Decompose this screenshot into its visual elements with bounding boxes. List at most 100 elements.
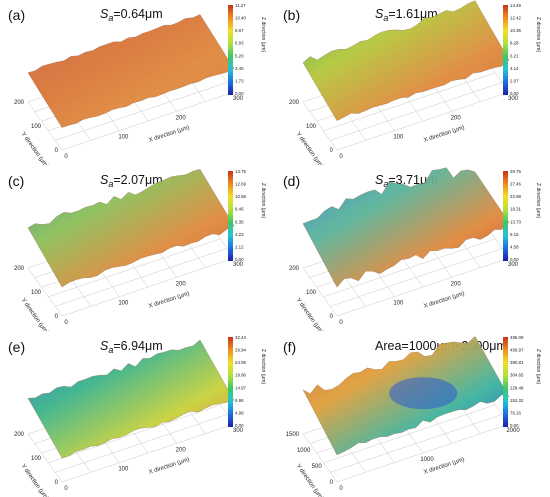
colorbar-tick: 0.00: [235, 257, 244, 262]
x-tick-label: 200: [451, 281, 462, 287]
y-tick-label: 0: [330, 314, 334, 320]
colorbar-tick: 0.00: [510, 257, 519, 262]
colorbar-label: Z direction (μm): [535, 349, 541, 384]
colorbar-label: Z direction (μm): [260, 17, 266, 52]
colorbar-tick: 32.44: [235, 335, 247, 340]
colorbar-tick: 10.35: [510, 28, 522, 33]
colorbar-tick: 380.81: [510, 360, 524, 365]
colorbar-tick: 228.48: [510, 385, 524, 390]
x-axis-label: X direction (μm): [423, 125, 465, 144]
y-axis-label: Y direction (μm): [20, 131, 49, 165]
colorbar-tick: 9.98: [235, 398, 244, 403]
x-tick-label: 300: [233, 262, 244, 268]
x-tick-label: 100: [393, 301, 404, 307]
colorbar: [503, 5, 508, 95]
colorbar-tick: 8.46: [235, 207, 244, 212]
colorbar-tick: 12.42: [510, 16, 522, 21]
x-axis-label: X direction (μm): [423, 291, 465, 310]
panel-title: Sa=6.94μm: [100, 339, 163, 355]
colorbar-tick: 8.28: [510, 41, 519, 46]
colorbar-tick: 11.27: [235, 3, 246, 8]
colorbar-tick: 0.00: [510, 423, 519, 428]
surface-topography: [27, 339, 235, 459]
x-tick-label: 0: [64, 486, 68, 492]
x-tick-label: 0: [339, 154, 343, 160]
colorbar-label: Z direction (μm): [535, 183, 541, 218]
y-tick-label: 100: [31, 456, 42, 462]
colorbar-tick: 4.99: [235, 410, 244, 415]
colorbar-tick: 27.46: [510, 182, 522, 187]
colorbar: [228, 337, 233, 427]
x-axis-label: X direction (μm): [148, 291, 190, 310]
x-tick-label: 200: [176, 447, 187, 453]
panel-label: (f): [283, 339, 296, 355]
panel-c: (c) Sa=2.07μm 0 100 200 300 0 100 200 X direction…: [0, 166, 275, 331]
y-axis-label: Y direction (μm): [295, 297, 324, 331]
panel-label: (a): [8, 7, 25, 23]
x-tick-label: 300: [508, 96, 519, 102]
colorbar-tick: 9.15: [510, 232, 519, 237]
x-tick-label: 0: [339, 320, 343, 326]
colorbar-tick: 1.73: [235, 78, 244, 83]
surface-plot-svg: (e) Sa=6.94μm 0 100 200 300 0 100 200 X direction…: [8, 335, 266, 497]
colorbar-tick: 456.97: [510, 348, 524, 353]
colorbar-tick: 13.49: [510, 3, 522, 8]
surface-plot-svg: (a) Sa=0.64μm 0 100 200 300 0 100 200 X direction…: [8, 3, 266, 165]
colorbar-tick: 24.95: [235, 360, 247, 365]
panel-label: (c): [8, 173, 24, 189]
colorbar-tick: 304.65: [510, 373, 524, 378]
y-tick-label: 100: [306, 124, 317, 130]
x-tick-label: 0: [339, 486, 343, 492]
colorbar: [503, 171, 508, 261]
colorbar-tick: 76.16: [510, 410, 522, 415]
panel-a: (a) Sa=0.64μm 0 100 200 300 0 100 200 X direction…: [0, 0, 275, 165]
colorbar-tick: 13.73: [510, 219, 522, 224]
y-tick-label: 100: [31, 290, 42, 296]
surface-plot-svg: (f)Area=1000μm×2000μm0100020000500100015…: [283, 335, 541, 497]
colorbar-tick: 495.09: [510, 335, 524, 340]
y-tick-label: 200: [14, 432, 25, 438]
y-tick-label: 200: [14, 266, 25, 272]
colorbar-tick: 4.58: [510, 244, 519, 249]
colorbar: [228, 5, 233, 95]
colorbar-tick: 6.93: [235, 41, 244, 46]
y-tick-label: 0: [55, 148, 59, 154]
x-tick-label: 300: [508, 262, 519, 268]
y-tick-label: 0: [330, 148, 334, 154]
y-tick-label: 100: [306, 290, 317, 296]
surface-topography: [302, 167, 510, 288]
surface-plot-svg: (c) Sa=2.07μm 0 100 200 300 0 100 200 X direction…: [8, 169, 266, 331]
colorbar-tick: 0.00: [510, 91, 519, 96]
surface-topography: [302, 0, 510, 121]
y-tick-label: 0: [55, 480, 59, 486]
y-tick-label: 1500: [286, 432, 300, 438]
x-tick-label: 300: [233, 96, 244, 102]
y-tick-label: 200: [289, 100, 300, 106]
y-axis-label: Y direction (μm): [20, 463, 49, 497]
colorbar-tick: 18.31: [510, 207, 522, 212]
x-tick-label: 200: [176, 115, 187, 121]
colorbar-tick: 8.67: [235, 28, 244, 33]
surface-depression: [389, 377, 458, 410]
x-tick-label: 0: [64, 320, 68, 326]
x-axis-label: X direction (μm): [148, 457, 190, 476]
x-tick-label: 100: [118, 135, 129, 141]
colorbar-label: Z direction (μm): [535, 17, 541, 52]
colorbar-tick: 10.40: [235, 16, 247, 21]
panel-f: (f)Area=1000μm×2000μm0100020000500100015…: [275, 332, 550, 497]
y-tick-label: 200: [14, 100, 25, 106]
colorbar: [503, 337, 508, 427]
x-tick-label: 1000: [420, 457, 434, 463]
x-tick-label: 300: [233, 428, 244, 434]
x-tick-label: 100: [118, 301, 129, 307]
colorbar-tick: 2.07: [510, 78, 519, 83]
panel-d: (d) Sa=3.71μm 0 100 200 300 0 100 200 X direction…: [275, 166, 550, 331]
colorbar-tick: 29.76: [510, 169, 522, 174]
colorbar-tick: 4.23: [235, 232, 244, 237]
panel-title: Sa=0.64μm: [100, 7, 163, 23]
colorbar-label: Z direction (μm): [260, 183, 266, 218]
y-axis-label: Y direction (μm): [295, 131, 324, 165]
colorbar-tick: 14.97: [235, 385, 247, 390]
